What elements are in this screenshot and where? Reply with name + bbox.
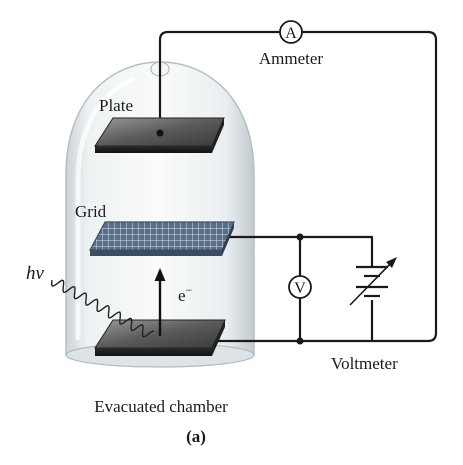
electron-label: e− [178,283,193,305]
ammeter: A Ammeter [259,20,324,68]
panel-label: (a) [186,427,206,446]
grid-label: Grid [75,202,107,221]
photon-wave [51,279,155,338]
voltmeter-label: Voltmeter [331,354,398,373]
ammeter-symbol: A [285,25,297,42]
ammeter-circle [279,20,303,44]
photon-ray [51,279,155,338]
voltmeter-circle [288,275,312,299]
variable-arrow [349,259,395,306]
plate-contact-dot [156,129,164,137]
photon-label: hν [26,263,45,284]
voltmeter-symbol: V [294,280,306,297]
wire-ammeter-return [300,30,438,343]
wire-grid-to-battery [226,235,374,267]
junction-dot-top [296,233,304,241]
grid-electrode [88,221,235,256]
chamber-caption: Evacuated chamber [94,397,228,416]
ammeter-label: Ammeter [259,49,324,68]
variable-arrow-head [386,257,397,268]
plate-electrode [94,117,225,153]
variable-battery [349,257,397,306]
junction-dot-bottom [296,337,304,345]
voltmeter: V [288,275,312,299]
electron-arrow [154,268,166,336]
wire-plate-to-ammeter [158,30,280,66]
plate-label: Plate [99,96,133,115]
